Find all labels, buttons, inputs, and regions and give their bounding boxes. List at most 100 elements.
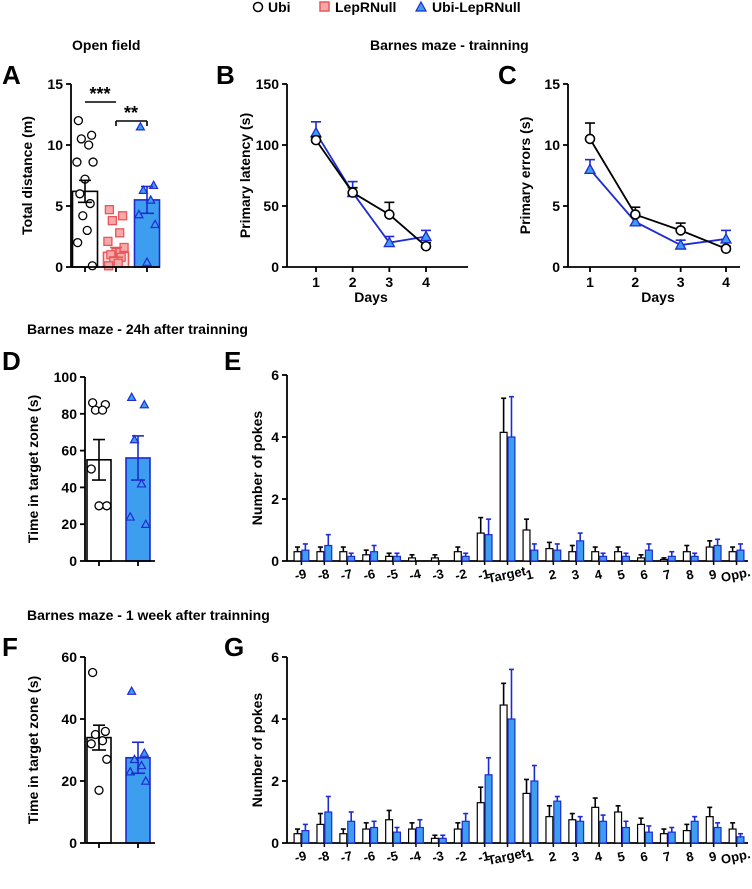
- data-point-ubi: [73, 115, 84, 126]
- x-tick-label: -9: [293, 848, 307, 865]
- series-line-ubilepr: [315, 132, 427, 244]
- bar-ubi: [728, 551, 737, 562]
- data-point-ubi: [94, 501, 104, 511]
- x-tick-label: 3: [385, 274, 393, 290]
- bar-ubilepr: [507, 436, 516, 562]
- data-point-ubilepr: [383, 236, 396, 248]
- y-tick-label: 15: [544, 76, 560, 92]
- x-tick-label: -7: [339, 566, 353, 583]
- data-point-ubi: [75, 189, 85, 199]
- bar-ubi: [545, 547, 554, 562]
- bar-ubi: [499, 431, 508, 562]
- x-tick-label: 8: [685, 567, 695, 583]
- y-axis-label: Number of pokes: [249, 411, 265, 526]
- data-point-ubilepr: [135, 121, 146, 131]
- x-tick-label: 1: [586, 274, 594, 290]
- y-tick-label: 40: [61, 711, 77, 727]
- panel-label-f: F: [2, 632, 18, 662]
- bar-ubi: [659, 833, 668, 844]
- x-tick-label: -1: [477, 566, 491, 583]
- y-axis-label: Primary latency (s): [237, 113, 253, 238]
- legend-label-ubi: Ubi: [268, 0, 291, 15]
- y-tick-label: 6: [271, 649, 279, 665]
- significance-label: ***: [89, 84, 110, 104]
- bar-ubilepr: [553, 549, 562, 562]
- bar-ubilepr: [736, 549, 745, 562]
- bar-ubilepr: [484, 534, 493, 562]
- x-tick-label: 8: [685, 849, 695, 865]
- x-tick-label: -8: [316, 848, 330, 865]
- x-tick-label: 4: [722, 274, 730, 290]
- panel-label-a: A: [2, 60, 21, 90]
- bar-ubilepr: [530, 780, 539, 844]
- y-tick-label: 10: [544, 137, 560, 153]
- bar-ubilepr: [713, 544, 722, 562]
- bar-ubi: [407, 828, 417, 844]
- bar-ubilepr: [599, 555, 608, 562]
- data-point-ubi: [97, 405, 108, 415]
- x-tick-label: 6: [639, 567, 649, 583]
- y-tick-label: 60: [61, 649, 77, 665]
- legend-marker-lepr: [319, 1, 330, 12]
- data-point-lepr: [107, 215, 117, 226]
- bar-ubi: [499, 704, 508, 844]
- bar-ubilepr: [553, 800, 562, 844]
- x-tick-label: -9: [293, 566, 307, 583]
- bar-ubilepr: [347, 555, 356, 562]
- y-tick-label: 0: [55, 259, 63, 275]
- bar-ubilepr: [507, 718, 516, 844]
- data-point-ubilepr: [140, 775, 151, 785]
- data-point-ubilepr: [419, 230, 433, 242]
- y-tick-label: 2: [271, 773, 279, 789]
- x-tick-label: 9: [708, 567, 718, 583]
- x-tick-label: -4: [408, 848, 423, 865]
- bar-ubi: [591, 806, 600, 844]
- x-tick-label: -2: [454, 848, 468, 865]
- x-tick-label: -6: [362, 566, 376, 583]
- data-point-ubilepr: [138, 184, 149, 194]
- bar-ubi: [385, 555, 394, 562]
- y-tick-label: 4: [271, 711, 279, 727]
- y-tick-label: 50: [263, 198, 279, 214]
- bar-ubilepr: [415, 826, 424, 844]
- data-point-ubi: [88, 157, 98, 167]
- series-line-ubi: [589, 138, 727, 250]
- data-point-ubi: [102, 754, 112, 764]
- y-axis-label: Number of pokes: [249, 693, 265, 808]
- data-point-ubi: [85, 198, 95, 209]
- data-point-ubilepr: [133, 209, 144, 219]
- panel-label-e: E: [224, 346, 241, 376]
- data-point-ubi: [100, 726, 111, 737]
- data-point-ubilepr: [141, 256, 153, 266]
- x-tick-label: -1: [477, 848, 491, 865]
- x-tick-label: -8: [316, 566, 330, 583]
- bar-ubi: [568, 551, 577, 562]
- panel-g-chart: 0 2 4 6 Number of pokes -9 -8 -7 -6 -5 -4 -3 -2 -1Tar…: [249, 649, 752, 868]
- bar-ubi: [339, 833, 348, 844]
- data-point-ubilepr: [583, 163, 597, 175]
- bar-ubi: [430, 837, 439, 844]
- data-point-ubi: [86, 739, 96, 749]
- bar-ubi: [591, 551, 600, 562]
- x-tick-label: 2: [349, 274, 357, 290]
- x-axis-label: Days: [354, 289, 388, 305]
- bar-ubi: [568, 819, 577, 844]
- panel-c-chart: 0 5 10 15 Primary errors (s) 1 2 3 4 Days: [517, 76, 740, 305]
- bar-ubi: [293, 551, 302, 562]
- data-point-ubilepr: [136, 760, 147, 770]
- bar-ubi: [705, 546, 714, 562]
- x-tick-label: -5: [385, 848, 399, 865]
- data-point-ubilepr: [126, 392, 137, 402]
- bar-ubi: [476, 532, 485, 562]
- x-tick-label: 1: [524, 567, 534, 583]
- bar-ubilepr: [392, 831, 402, 844]
- data-point-ubilepr: [139, 747, 150, 757]
- series-line-ubi: [315, 139, 427, 247]
- y-tick-label: 5: [552, 198, 560, 214]
- bar-ubi: [545, 816, 554, 844]
- bar-ubilepr: [461, 555, 470, 562]
- bar-ubilepr: [667, 831, 676, 844]
- bar-ubilepr: [530, 549, 539, 562]
- y-tick-label: 80: [61, 406, 77, 422]
